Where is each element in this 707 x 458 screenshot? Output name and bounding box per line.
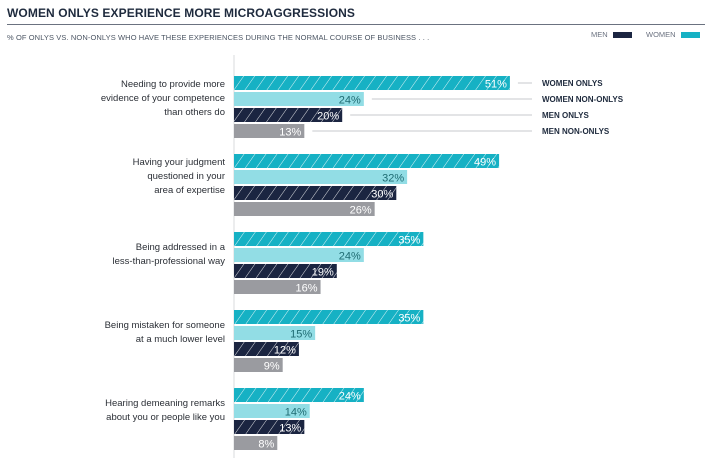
category-label: Being mistaken for someone at a much lowe…	[105, 320, 225, 345]
category-label-line: at a much lower level	[136, 334, 225, 345]
value-label: 14%	[285, 407, 307, 419]
bar-hatch-women-onlys	[234, 232, 424, 246]
bar-hatch-women-onlys	[234, 76, 510, 90]
category-label-line: Needing to provide more	[121, 79, 225, 90]
category-label-line: Being mistaken for someone	[105, 320, 225, 331]
value-label: 49%	[474, 157, 496, 169]
category-label: Being addressed in a less-than-profession…	[113, 242, 226, 267]
category-label-line: less-than-professional way	[113, 256, 226, 267]
legend-swatch-men	[612, 31, 632, 38]
bar-hatch-women-onlys	[234, 154, 500, 168]
bar-men-non-onlys	[234, 202, 375, 216]
bar-men-non-onlys	[234, 124, 305, 138]
legend-item-women: WOMEN	[646, 30, 700, 39]
bar-hatch-men-onlys	[234, 108, 343, 122]
category-label-line: Being addressed in a	[136, 242, 226, 253]
value-label: 24%	[339, 251, 361, 263]
series-label-men-non-onlys: MEN NON-ONLYS	[542, 127, 610, 136]
chart-subtitle: % OF ONLYS VS. NON-ONLYS WHO HAVE THESE …	[7, 33, 430, 42]
category-label-line: than others do	[164, 107, 225, 118]
bar-hatch-men-onlys	[234, 420, 305, 434]
category-label-line: area of expertise	[154, 185, 225, 196]
legend-item-men: MEN	[591, 30, 632, 39]
category-label: Having your judgment questioned in your ar…	[133, 157, 226, 196]
title-divider	[7, 24, 705, 25]
bar-hatch-men-onlys	[234, 186, 397, 200]
value-label: 51%	[485, 79, 507, 91]
bar-women-non-onlys	[234, 170, 408, 184]
category-label-line: Having your judgment	[133, 157, 226, 168]
category-label-line: Hearing demeaning remarks	[105, 398, 225, 409]
bar-men-non-onlys	[234, 358, 283, 372]
value-label: 13%	[279, 127, 301, 139]
value-label: 9%	[264, 361, 280, 373]
bar-women-non-onlys	[234, 326, 316, 340]
category-label-line: questioned in your	[147, 171, 225, 182]
series-label-women-non-onlys: WOMEN NON-ONLYS	[542, 95, 624, 104]
value-label: 35%	[398, 313, 420, 325]
value-label: 30%	[371, 189, 393, 201]
value-label: 20%	[317, 111, 339, 123]
value-label: 24%	[339, 95, 361, 107]
series-label-men-onlys: MEN ONLYS	[542, 111, 589, 120]
bar-women-non-onlys	[234, 92, 364, 106]
value-label: 13%	[279, 423, 301, 435]
value-label: 32%	[382, 173, 404, 185]
value-label: 16%	[296, 283, 318, 295]
bar-women-non-onlys	[234, 248, 364, 262]
chart-title: WOMEN ONLYS EXPERIENCE MORE MICROAGGRESS…	[7, 6, 355, 20]
series-label-women-onlys: WOMEN ONLYS	[542, 79, 603, 88]
value-label: 19%	[312, 267, 334, 279]
value-label: 12%	[274, 345, 296, 357]
value-label: 35%	[398, 235, 420, 247]
bar-men-non-onlys	[234, 280, 321, 294]
category-label: Needing to provide more evidence of your …	[101, 79, 225, 118]
bar-women-non-onlys	[234, 404, 310, 418]
legend-swatch-women	[680, 31, 700, 38]
legend-label-women: WOMEN	[646, 30, 676, 39]
bar-hatch-women-onlys	[234, 310, 424, 324]
bar-men-non-onlys	[234, 436, 278, 450]
bar-hatch-women-onlys	[234, 388, 364, 402]
category-label: Hearing demeaning remarks about you or pe…	[105, 398, 225, 423]
legend-label-men: MEN	[591, 30, 608, 39]
value-label: 24%	[339, 391, 361, 403]
value-label: 8%	[258, 439, 274, 451]
bar-hatch-men-onlys	[234, 264, 337, 278]
value-label: 15%	[290, 329, 312, 341]
category-label-line: evidence of your competence	[101, 93, 225, 104]
category-label-line: about you or people like you	[106, 412, 225, 423]
value-label: 26%	[350, 205, 372, 217]
bar-hatch-men-onlys	[234, 342, 299, 356]
